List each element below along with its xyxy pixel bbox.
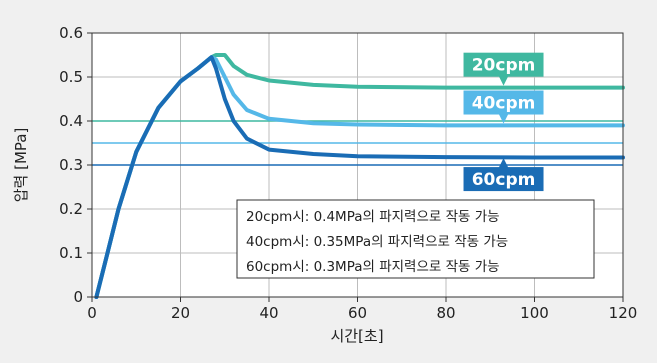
annotation-line: 40cpm시: 0.35MPa의 파지력으로 작동 가능: [246, 234, 508, 250]
series-label-text: 20cpm: [472, 56, 536, 76]
label-box: [463, 52, 544, 77]
series-line-60cpm: [94, 55, 625, 299]
series-label-40cpm: 40cpm: [463, 90, 544, 124]
tick-labels: 0 20 40 60 80 100 120 0 0.1 0.2 0.3 0.4 0.5 0.6: [59, 24, 637, 322]
x-tick-label: 0: [87, 304, 97, 322]
x-tick-label: 120: [609, 304, 638, 322]
y-tick-label: 0.1: [59, 244, 83, 262]
y-tick-label: 0.5: [59, 68, 83, 86]
y-tick-label: 0: [73, 288, 83, 306]
x-axis-label: 시간[초]: [330, 327, 383, 345]
annotation-line: 60cpm시: 0.3MPa의 파지력으로 작동 가능: [246, 259, 500, 275]
y-tick-label: 0.6: [59, 24, 83, 42]
reference-lines: [92, 120, 623, 166]
annotation-box: 20cpm시: 0.4MPa의 파지력으로 작동 가능 40cpm시: 0.35…: [236, 199, 595, 279]
y-tick-label: 0.4: [59, 112, 83, 130]
y-tick-label: 0.2: [59, 200, 83, 218]
axes: [87, 32, 624, 302]
x-tick-label: 60: [348, 304, 367, 322]
label-pointer: [498, 158, 509, 169]
series-labels: 20cpm 40cpm 60cpm: [463, 52, 544, 192]
series-lines: [94, 53, 625, 299]
label-box: [463, 167, 544, 192]
x-tick-label: 80: [436, 304, 455, 322]
y-tick-label: 0.3: [59, 156, 83, 174]
x-tick-label: 100: [520, 304, 549, 322]
label-box: [463, 90, 544, 115]
series-label-text: 60cpm: [472, 170, 536, 190]
label-pointer: [498, 75, 509, 86]
series-label-60cpm: 60cpm: [463, 158, 544, 192]
series-label-text: 40cpm: [472, 94, 536, 114]
annotation-line: 20cpm시: 0.4MPa의 파지력으로 작동 가능: [246, 209, 500, 225]
label-pointer: [498, 113, 509, 124]
series-label-20cpm: 20cpm: [463, 52, 544, 86]
y-axis-label: 압력 [MPa]: [12, 128, 30, 203]
x-tick-label: 20: [171, 304, 190, 322]
x-tick-label: 40: [259, 304, 278, 322]
